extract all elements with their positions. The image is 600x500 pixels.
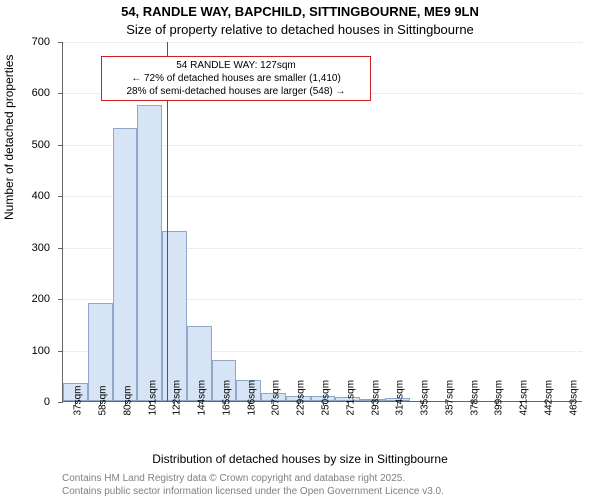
y-tick [58,42,63,43]
y-tick-label: 200 [0,293,50,305]
callout-title: 54 RANDLE WAY: 127sqm [108,59,364,72]
y-tick [58,248,63,249]
x-axis-label: Distribution of detached houses by size … [0,452,600,466]
histogram-bar [162,231,187,401]
plot-area: 54 RANDLE WAY: 127sqm← 72% of detached h… [62,42,582,402]
y-tick-label: 300 [0,242,50,254]
chart-container: 54, RANDLE WAY, BAPCHILD, SITTINGBOURNE,… [0,0,600,500]
y-tick-label: 500 [0,139,50,151]
y-tick [58,93,63,94]
y-tick [58,299,63,300]
histogram-bar [113,128,138,401]
histogram-bar [137,105,162,401]
chart-title-line2: Size of property relative to detached ho… [0,22,600,37]
callout-line2: 28% of semi-detached houses are larger (… [108,85,364,98]
y-tick-label: 600 [0,87,50,99]
y-tick [58,402,63,403]
callout-box: 54 RANDLE WAY: 127sqm← 72% of detached h… [101,56,371,101]
y-tick [58,351,63,352]
callout-line1: ← 72% of detached houses are smaller (1,… [108,72,364,85]
footer-line1: Contains HM Land Registry data © Crown c… [62,473,405,484]
footer-line2: Contains public sector information licen… [62,486,444,497]
y-tick [58,145,63,146]
y-tick [58,196,63,197]
y-tick-label: 400 [0,190,50,202]
y-tick-label: 0 [0,396,50,408]
chart-title-line1: 54, RANDLE WAY, BAPCHILD, SITTINGBOURNE,… [0,4,600,19]
y-tick-label: 700 [0,36,50,48]
gridline-h [63,42,582,43]
y-tick-label: 100 [0,345,50,357]
